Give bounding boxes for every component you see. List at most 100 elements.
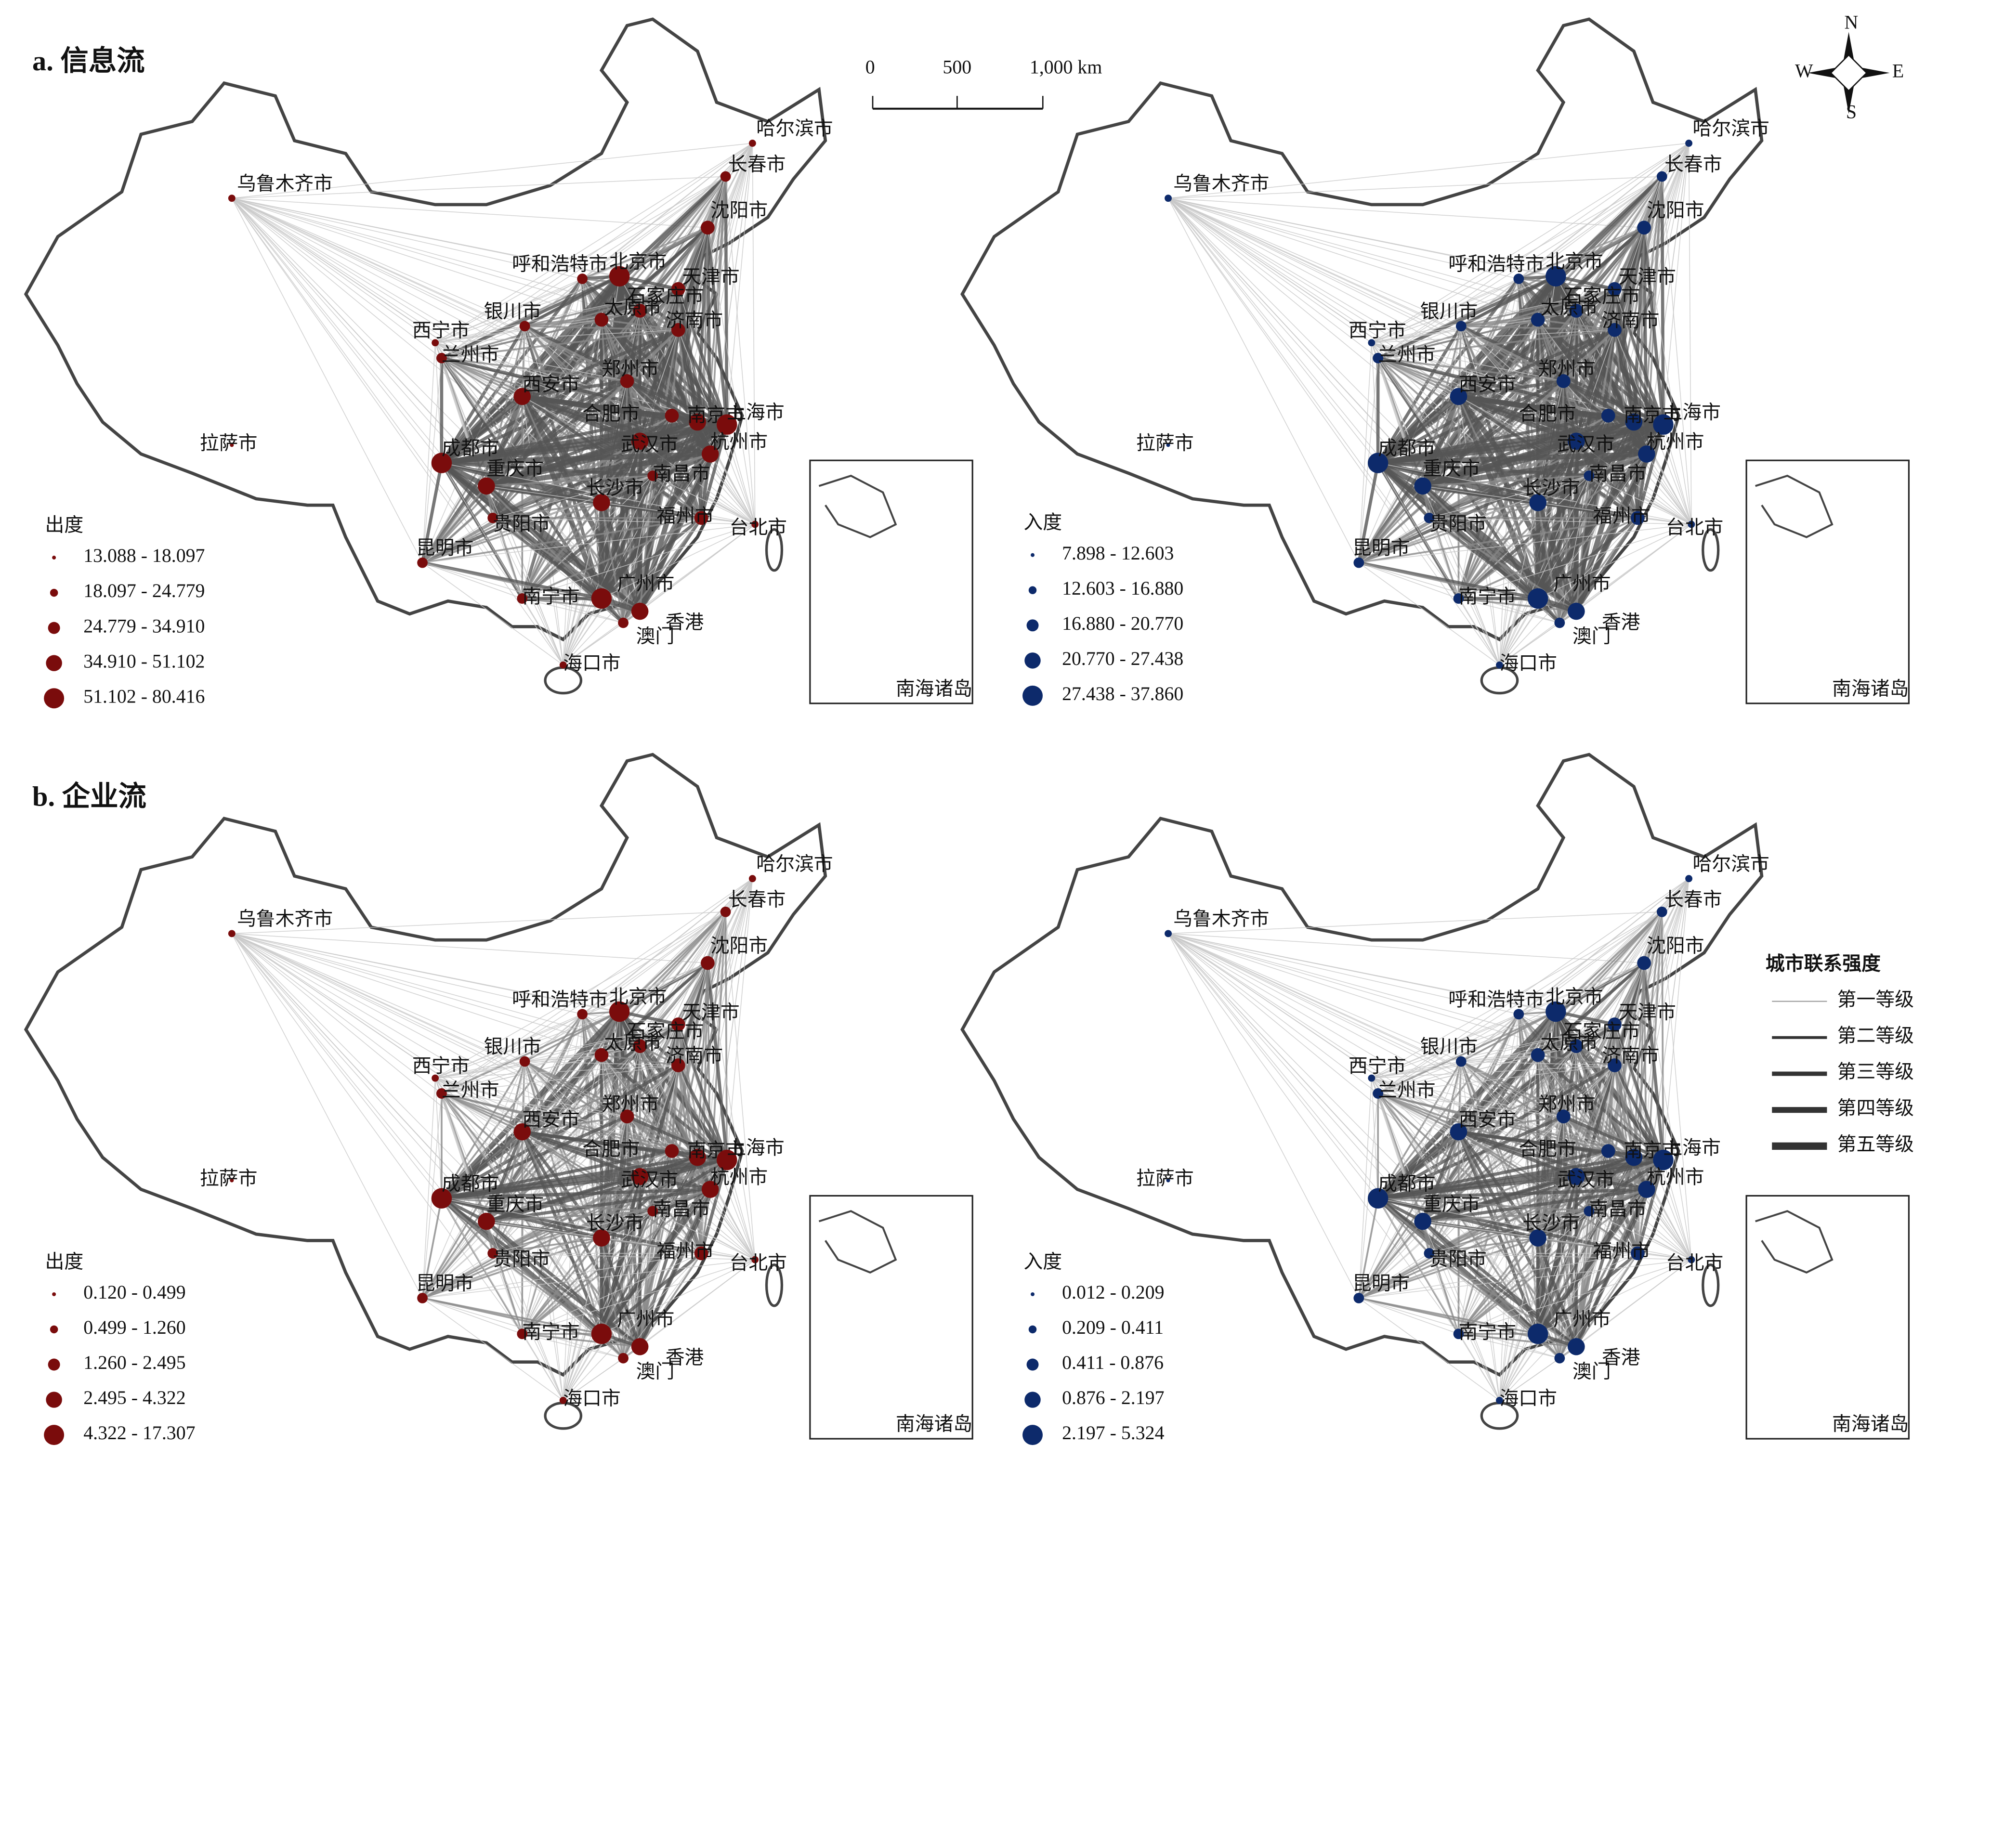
flow-line xyxy=(1168,933,1644,963)
legend-dot xyxy=(1026,619,1039,632)
city-dot xyxy=(1569,1039,1584,1053)
flow-line xyxy=(701,517,755,525)
legend-dot xyxy=(50,588,58,597)
flow-line xyxy=(524,319,602,327)
city-dot xyxy=(665,1144,679,1158)
city-dot xyxy=(230,1178,234,1183)
compass-e: E xyxy=(1892,60,1904,82)
flow-line xyxy=(1535,452,1649,600)
city-dot xyxy=(1353,557,1364,568)
flow-line xyxy=(1458,379,1564,398)
city-label: 杭州市 xyxy=(1647,1166,1704,1188)
flow-line xyxy=(1371,1014,1519,1079)
city-dot xyxy=(432,339,439,347)
city-dot xyxy=(633,304,647,318)
city-dot xyxy=(748,140,756,147)
flow-line xyxy=(726,1159,756,1260)
city-dot xyxy=(593,1229,610,1247)
legend-label: 0.499 - 1.260 xyxy=(83,1316,185,1338)
flow-line xyxy=(524,1061,679,1066)
flow-line xyxy=(492,1252,641,1348)
flow-line xyxy=(524,1011,620,1063)
flow-line xyxy=(522,524,755,599)
flow-line xyxy=(1377,1198,1500,1401)
flow-line xyxy=(1461,310,1577,327)
legend-label: 13.088 - 18.097 xyxy=(83,545,205,566)
flow-line xyxy=(639,1211,654,1347)
city-label: 南宁市 xyxy=(1458,586,1516,607)
flow-line xyxy=(1371,1011,1556,1079)
city-label: 成都市 xyxy=(442,437,499,459)
city-dot xyxy=(631,602,649,620)
flow-line xyxy=(1633,176,1663,422)
flow-line xyxy=(677,329,729,426)
city-dot xyxy=(716,414,737,435)
flow-line xyxy=(1458,453,1648,599)
flow-line xyxy=(1428,517,1577,612)
section-title: a. 信息流 xyxy=(32,45,145,77)
flow-line xyxy=(441,1187,710,1200)
city-label: 澳门 xyxy=(636,625,675,647)
legend-label: 0.209 - 0.411 xyxy=(1062,1316,1164,1338)
flow-line xyxy=(524,310,640,327)
flow-line xyxy=(1376,394,1460,465)
city-dot xyxy=(1166,1178,1170,1183)
city-label: 南宁市 xyxy=(1458,1321,1516,1342)
city-dot xyxy=(517,1328,528,1340)
city-label: 兰州市 xyxy=(1378,344,1435,365)
flow-line xyxy=(622,1189,711,1359)
city-dot xyxy=(689,1148,706,1166)
flow-line xyxy=(696,911,727,1158)
flow-line xyxy=(524,1054,602,1062)
flow-line xyxy=(1563,1116,1692,1260)
city-label: 哈尔滨市 xyxy=(1693,117,1769,139)
flow-line xyxy=(422,1298,624,1359)
flow-line xyxy=(1518,176,1663,279)
flow-line xyxy=(1377,1093,1664,1161)
flow-line xyxy=(1371,342,1564,382)
flow-line xyxy=(600,1176,642,1335)
city-label: 西宁市 xyxy=(1349,1055,1406,1077)
flow-line xyxy=(232,933,583,1015)
flow-line xyxy=(1358,1078,1372,1298)
city-dot xyxy=(1529,1229,1546,1247)
flow-line xyxy=(563,598,602,665)
city-label: 沈阳市 xyxy=(710,935,768,956)
flow-line xyxy=(1377,278,1519,359)
legend-dot xyxy=(44,688,65,709)
flow-line xyxy=(1458,598,1560,624)
inset-label: 南海诸岛 xyxy=(896,677,972,699)
flow-line xyxy=(232,933,525,1062)
flow-line xyxy=(1358,440,1577,564)
flow-line xyxy=(1378,1197,1589,1212)
flow-line xyxy=(1614,878,1690,1066)
flow-line xyxy=(435,1065,679,1079)
city-label: 武汉市 xyxy=(621,433,678,455)
flow-line xyxy=(563,622,624,665)
city-dot xyxy=(631,432,649,450)
flow-line xyxy=(1421,1131,1460,1222)
flow-line xyxy=(231,198,436,343)
flow-line xyxy=(1168,197,1615,290)
flow-line xyxy=(492,1150,672,1254)
city-dot xyxy=(1638,1181,1655,1198)
flow-line xyxy=(1537,1210,1590,1239)
strength-label: 第五等级 xyxy=(1837,1133,1914,1155)
flow-line xyxy=(441,1064,679,1200)
strength-label: 第二等级 xyxy=(1837,1025,1914,1046)
legend-title: 入度 xyxy=(1023,511,1062,533)
flow-line xyxy=(1371,275,1556,343)
flow-line xyxy=(522,1253,702,1334)
flow-line xyxy=(524,325,679,331)
flow-line xyxy=(441,1197,702,1255)
city-label: 南昌市 xyxy=(653,463,710,484)
flow-line xyxy=(231,198,641,612)
legend-label: 20.770 - 27.438 xyxy=(1062,648,1183,669)
legend-label: 51.102 - 80.416 xyxy=(83,685,205,707)
city-label: 沈阳市 xyxy=(1647,935,1704,956)
city-label: 乌鲁木齐市 xyxy=(237,172,333,194)
city-dot xyxy=(591,1324,612,1344)
